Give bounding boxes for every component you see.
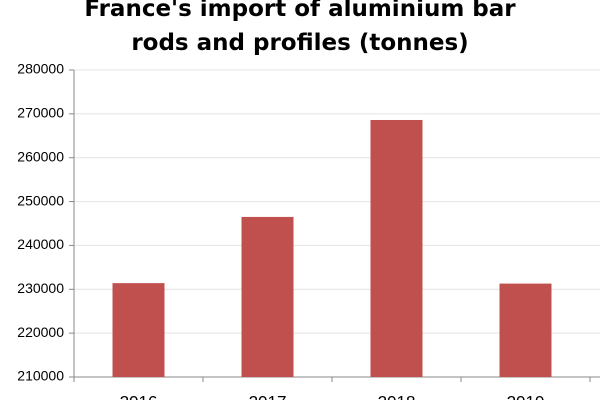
- x-tick-label: 2016: [120, 392, 158, 400]
- y-tick-label: 250000: [17, 192, 64, 208]
- y-tick-label: 220000: [17, 324, 64, 340]
- x-tick-label: 2019: [507, 392, 545, 400]
- y-tick-label: 210000: [17, 368, 64, 384]
- y-tick-label: 270000: [17, 105, 64, 121]
- bar: [499, 283, 552, 377]
- bar: [112, 283, 165, 377]
- x-tick-label: 2017: [249, 392, 287, 400]
- y-tick-label: 260000: [17, 148, 64, 164]
- x-tick-label: 2018: [378, 392, 416, 400]
- bar: [241, 216, 294, 377]
- bar: [370, 119, 423, 378]
- y-tick-label: 230000: [17, 280, 64, 296]
- chart-title: France's import of aluminium bar rods an…: [84, 0, 516, 56]
- y-tick-label: 280000: [17, 61, 64, 77]
- y-tick-label: 240000: [17, 236, 64, 252]
